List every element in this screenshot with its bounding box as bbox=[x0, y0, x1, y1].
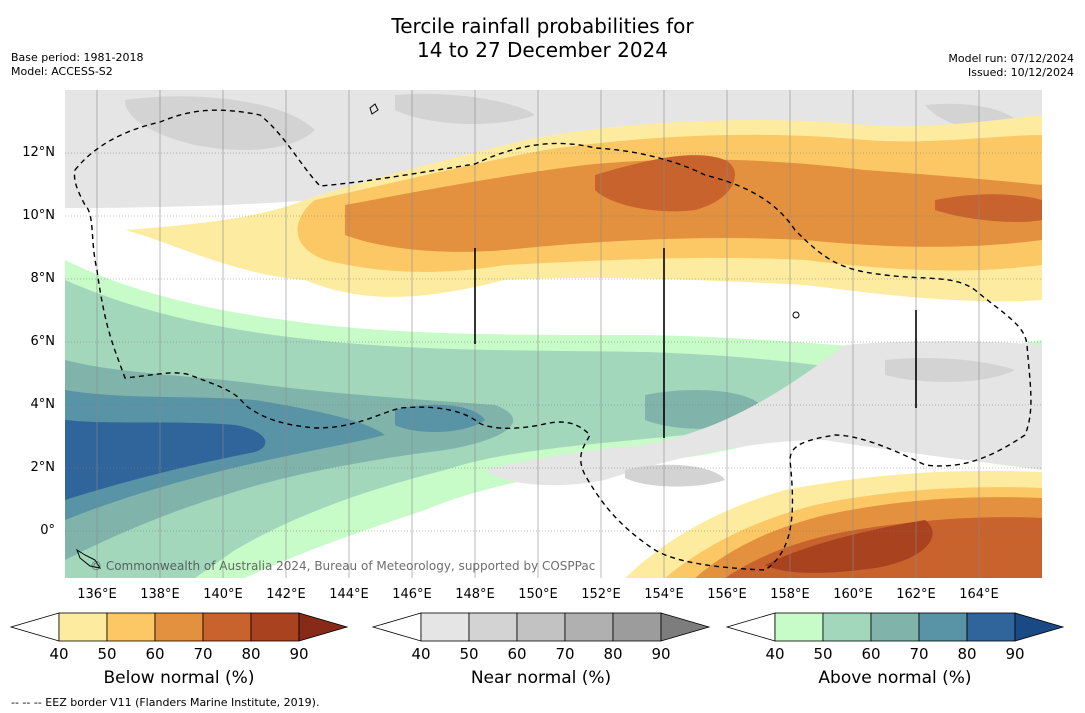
lon-label-144e: 144°E bbox=[329, 587, 369, 602]
lon-label-152e: 152°E bbox=[581, 587, 621, 602]
model-label: Model: ACCESS-S2 bbox=[11, 65, 113, 78]
track-lines bbox=[474, 248, 917, 438]
below-normal-70 bbox=[595, 155, 1042, 222]
colorbar-extend-low bbox=[371, 612, 422, 642]
colorbar-segment bbox=[918, 612, 968, 642]
colorbar-legend bbox=[9, 612, 1065, 642]
eez-legend-note: -- -- -- EEZ border V11 (Flanders Marine… bbox=[11, 696, 320, 709]
cb-above-tick-50: 50 bbox=[813, 645, 833, 663]
below-normal-south-80 bbox=[765, 520, 933, 573]
cb-near-tick-90: 90 bbox=[651, 645, 671, 663]
colorbar-segment bbox=[564, 612, 614, 642]
colorbar-segment bbox=[516, 612, 566, 642]
colorbar-extend-high bbox=[298, 612, 349, 642]
cb-below-tick-70: 70 bbox=[193, 645, 213, 663]
lon-label-142e: 142°E bbox=[266, 587, 306, 602]
colorbar-segment bbox=[250, 612, 300, 642]
colorbar-extend-low bbox=[9, 612, 60, 642]
cb-above-tick-60: 60 bbox=[861, 645, 881, 663]
cb-near-tick-80: 80 bbox=[603, 645, 623, 663]
colorbar-above-normal bbox=[725, 612, 1065, 642]
base-period-label: Base period: 1981-2018 bbox=[11, 51, 144, 64]
colorbar-extend-low bbox=[725, 612, 776, 642]
lon-label-148e: 148°E bbox=[455, 587, 495, 602]
cb-below-tick-50: 50 bbox=[97, 645, 117, 663]
lon-label-154e: 154°E bbox=[644, 587, 684, 602]
islands bbox=[76, 103, 800, 569]
run-info: Model run: 07/12/2024 Issued: 10/12/2024 bbox=[948, 52, 1074, 80]
colorbar-near-normal bbox=[371, 612, 711, 642]
lon-label-150e: 150°E bbox=[518, 587, 558, 602]
model-info: Base period: 1981-2018 Model: ACCESS-S2 bbox=[11, 51, 143, 79]
title-line-2: 14 to 27 December 2024 bbox=[416, 38, 668, 62]
colorbar-extend-high bbox=[1014, 612, 1065, 642]
lat-label-4n: 4°N bbox=[30, 397, 56, 412]
colorbar-segment bbox=[774, 612, 824, 642]
colorbar-segment bbox=[966, 612, 1016, 642]
near-normal-region-north bbox=[65, 90, 1042, 208]
cb-below-tick-60: 60 bbox=[145, 645, 165, 663]
cb-near-title: Near normal (%) bbox=[470, 668, 612, 688]
cb-below-title: Below normal (%) bbox=[103, 668, 255, 688]
lon-label-136e: 136°E bbox=[77, 587, 117, 602]
colorbar-segment bbox=[612, 612, 662, 642]
issued-label: Issued: 10/12/2024 bbox=[967, 66, 1074, 79]
lon-label-164e: 164°E bbox=[959, 587, 999, 602]
cb-near-tick-70: 70 bbox=[555, 645, 575, 663]
lat-label-8n: 8°N bbox=[30, 271, 56, 286]
cb-above-title: Above normal (%) bbox=[818, 668, 972, 688]
cb-above-tick-40: 40 bbox=[765, 645, 785, 663]
colorbar-segment bbox=[870, 612, 920, 642]
colorbar-below-normal bbox=[9, 612, 349, 642]
lon-label-158e: 158°E bbox=[770, 587, 810, 602]
colorbar-segment bbox=[106, 612, 156, 642]
meridians bbox=[96, 90, 980, 578]
cb-below-tick-80: 80 bbox=[241, 645, 261, 663]
colorbar-segment bbox=[202, 612, 252, 642]
lon-label-162e: 162°E bbox=[896, 587, 936, 602]
cb-below-tick-40: 40 bbox=[49, 645, 69, 663]
lat-label-12n: 12°N bbox=[22, 145, 55, 160]
lat-label-0: 0° bbox=[40, 523, 55, 538]
colorbar-segment bbox=[58, 612, 108, 642]
cb-near-tick-50: 50 bbox=[459, 645, 479, 663]
map-title: Tercile rainfall probabilities for 14 to… bbox=[0, 14, 1085, 62]
cb-above-tick-80: 80 bbox=[957, 645, 977, 663]
lat-label-2n: 2°N bbox=[30, 460, 56, 475]
colorbar-segment bbox=[154, 612, 204, 642]
above-normal-70 bbox=[65, 390, 485, 520]
above-normal-80 bbox=[65, 420, 266, 500]
lon-label-156e: 156°E bbox=[707, 587, 747, 602]
copyright-notice: © Commonwealth of Australia 2024, Bureau… bbox=[90, 559, 596, 573]
lon-label-160e: 160°E bbox=[833, 587, 873, 602]
lat-label-10n: 10°N bbox=[22, 208, 55, 223]
lon-label-146e: 146°E bbox=[392, 587, 432, 602]
cb-near-tick-40: 40 bbox=[411, 645, 431, 663]
cb-near-tick-60: 60 bbox=[507, 645, 527, 663]
near-normal-region-north-dark bbox=[125, 93, 1025, 150]
colorbar-extend-high bbox=[660, 612, 711, 642]
colorbar-segment bbox=[420, 612, 470, 642]
lon-label-140e: 140°E bbox=[203, 587, 243, 602]
cb-above-tick-90: 90 bbox=[1005, 645, 1025, 663]
colorbar-segment bbox=[822, 612, 872, 642]
model-run-label: Model run: 07/12/2024 bbox=[948, 52, 1074, 65]
lat-label-6n: 6°N bbox=[30, 334, 56, 349]
cb-below-tick-90: 90 bbox=[289, 645, 309, 663]
cb-above-tick-70: 70 bbox=[909, 645, 929, 663]
graticule bbox=[65, 152, 1042, 532]
colorbar-segment bbox=[468, 612, 518, 642]
rainfall-map bbox=[65, 90, 1042, 578]
title-line-1: Tercile rainfall probabilities for bbox=[391, 14, 694, 38]
lon-label-138e: 138°E bbox=[140, 587, 180, 602]
